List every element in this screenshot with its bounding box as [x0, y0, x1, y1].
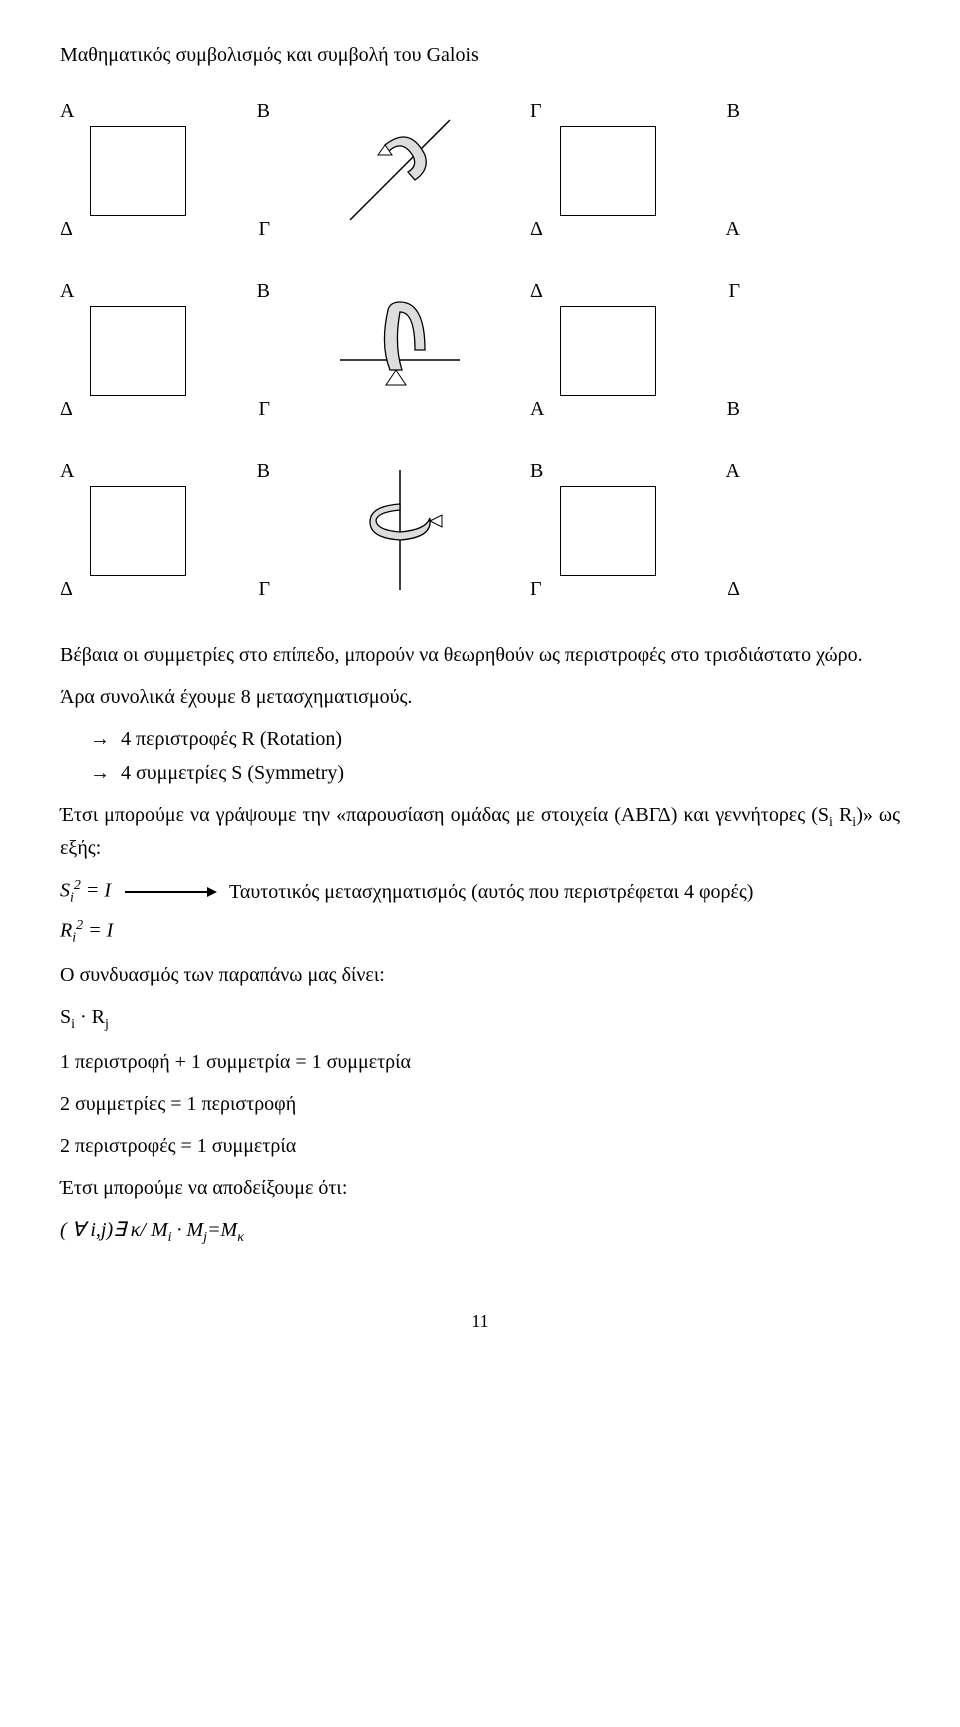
vertical-flip-icon [330, 460, 470, 600]
corner-label: Δ [727, 574, 740, 604]
transform-list: → 4 περιστροφές R (Rotation) → 4 συμμετρ… [90, 724, 900, 788]
corner-label: Α [530, 394, 544, 424]
corner-label: Δ [60, 214, 73, 244]
eq-var: S [60, 880, 70, 902]
corner-label: Α [726, 456, 740, 486]
corner-label: Δ [530, 214, 543, 244]
corner-label: Β [257, 456, 270, 486]
text-span: ( [60, 1219, 72, 1241]
corner-label: Γ [258, 214, 270, 244]
corner-label: Β [257, 276, 270, 306]
corner-label: Β [727, 96, 740, 126]
superscript: 2 [74, 878, 81, 893]
exists-icon: ∃ [113, 1219, 126, 1241]
square-shape [560, 306, 656, 396]
equation-1: Si2 = I Ταυτοτικός μετασχηματισμός (αυτό… [60, 875, 900, 909]
subscript: κ [237, 1230, 244, 1245]
square-shape [560, 126, 656, 216]
corner-label: Δ [60, 574, 73, 604]
text-span: S [60, 1006, 71, 1028]
square-shape [90, 306, 186, 396]
equation-2: Ri2 = I [60, 915, 900, 949]
paragraph-9: Έτσι μπορούμε να αποδείξουμε ότι: [60, 1173, 900, 1203]
sym-row-1: Α Β Δ Γ Γ Β Δ Α [60, 100, 900, 240]
paragraph-2: Άρα συνολικά έχουμε 8 μετασχηματισμούς. [60, 682, 900, 712]
square-shape [90, 486, 186, 576]
square-right-1: Γ Β Δ Α [530, 100, 740, 240]
corner-label: Γ [530, 96, 542, 126]
paragraph-6: 1 περιστροφή + 1 συμμετρία = 1 συμμετρία [60, 1047, 900, 1077]
paragraph-5: Si · Rj [60, 1002, 900, 1035]
square-left-3: Α Β Δ Γ [60, 460, 270, 600]
square-shape [560, 486, 656, 576]
list-text: 4 περιστροφές R (Rotation) [121, 728, 342, 750]
page-title: Μαθηματικός συμβολισμός και συμβολή του … [60, 40, 900, 70]
page-number: 11 [60, 1308, 900, 1335]
text-span: R [833, 804, 852, 826]
corner-label: Α [60, 276, 74, 306]
square-left-1: Α Β Δ Γ [60, 100, 270, 240]
sym-row-2: Α Β Δ Γ Δ Γ Α Β [60, 280, 900, 420]
paragraph-3: Έτσι μπορούμε να γράψουμε την «παρουσίασ… [60, 800, 900, 863]
text-span: Έτσι μπορούμε να γράψουμε την «παρουσίασ… [60, 804, 829, 826]
square-right-2: Δ Γ Α Β [530, 280, 740, 420]
eq-lhs: Ri2 = I [60, 915, 113, 949]
paragraph-8: 2 περιστροφές = 1 συμμετρία [60, 1131, 900, 1161]
corner-label: Β [257, 96, 270, 126]
corner-label: Β [530, 456, 543, 486]
symmetry-diagrams: Α Β Δ Γ Γ Β Δ Α Α Β Δ Γ [60, 100, 900, 600]
arrow-icon: → [90, 728, 110, 750]
paragraph-1: Βέβαια οι συμμετρίες στο επίπεδο, μπορού… [60, 640, 900, 670]
corner-label: Α [60, 456, 74, 486]
eq-lhs: Si2 = I [60, 875, 111, 909]
corner-label: Γ [530, 574, 542, 604]
arrow-icon [125, 891, 215, 893]
text-span: κ/ M [126, 1219, 168, 1241]
eq-var: R [60, 919, 72, 941]
arrow-icon: → [90, 762, 110, 784]
list-text: 4 συμμετρίες S (Symmetry) [121, 762, 344, 784]
corner-label: Δ [530, 276, 543, 306]
list-item: → 4 συμμετρίες S (Symmetry) [90, 758, 900, 788]
corner-label: Δ [60, 394, 73, 424]
square-left-2: Α Β Δ Γ [60, 280, 270, 420]
square-right-3: Β Α Γ Δ [530, 460, 740, 600]
text-span: =M [207, 1219, 237, 1241]
square-shape [90, 126, 186, 216]
forall-icon: ∀ [72, 1219, 86, 1241]
subscript: j [105, 1017, 109, 1032]
eq-val: = I [81, 880, 111, 902]
horizontal-flip-icon [330, 280, 470, 420]
corner-label: Γ [258, 574, 270, 604]
text-span: i,j) [85, 1219, 113, 1241]
paragraph-7: 2 συμμετρίες = 1 περιστροφή [60, 1089, 900, 1119]
list-item: → 4 περιστροφές R (Rotation) [90, 724, 900, 754]
eq-val: = I [83, 919, 113, 941]
diagonal-flip-icon [330, 100, 470, 240]
paragraph-4: Ο συνδυασμός των παραπάνω μας δίνει: [60, 960, 900, 990]
corner-label: Β [727, 394, 740, 424]
eq-note: Ταυτοτικός μετασχηματισμός (αυτός που πε… [229, 877, 753, 907]
corner-label: Α [726, 214, 740, 244]
corner-label: Γ [258, 394, 270, 424]
sym-row-3: Α Β Δ Γ Β Α Γ Δ [60, 460, 900, 600]
text-span: · M [172, 1219, 204, 1241]
text-span: · R [75, 1006, 105, 1028]
corner-label: Α [60, 96, 74, 126]
paragraph-10: ( ∀ i,j)∃ κ/ Mi · Mj=Mκ [60, 1215, 900, 1248]
corner-label: Γ [728, 276, 740, 306]
